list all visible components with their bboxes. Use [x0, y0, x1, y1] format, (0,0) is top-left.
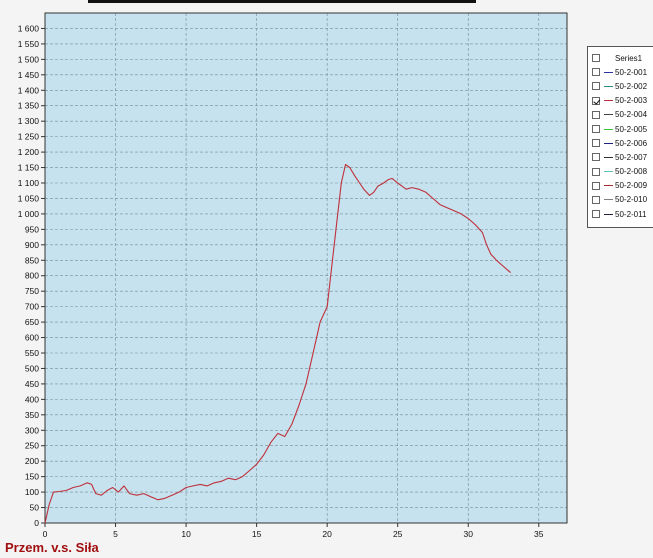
y-tick-label: 1 200 [18, 147, 40, 157]
legend-label: 50-2-007 [615, 152, 648, 162]
y-tick-label: 600 [25, 333, 39, 343]
y-tick-label: 800 [25, 271, 39, 281]
series-line-50-2-003 [44, 163, 511, 524]
legend-label: 50-2-001 [615, 67, 648, 77]
legend-swatch [604, 199, 613, 201]
legend-label: 50-2-008 [615, 167, 648, 177]
legend-swatch [604, 58, 613, 59]
y-tick-label: 850 [25, 255, 39, 265]
x-tick-label: 20 [322, 529, 332, 539]
y-tick-label: 950 [25, 224, 39, 234]
y-tick-label: 1 050 [18, 193, 40, 203]
plot-border [44, 12, 568, 524]
legend-label: 50-2-003 [615, 96, 648, 106]
legend-swatch [604, 185, 613, 187]
legend-item-50-2-001[interactable]: 50-2-001 [588, 65, 653, 79]
y-tick-label: 350 [25, 410, 39, 420]
legend-checkbox[interactable] [592, 110, 600, 119]
y-tick-label: 1 150 [18, 163, 40, 173]
y-tick-label: 1 350 [18, 101, 40, 111]
legend-label: 50-2-006 [615, 138, 648, 148]
y-tick-label: 1 550 [18, 39, 40, 49]
legend-item-series1[interactable]: Series1 [588, 51, 653, 65]
legend-swatch [604, 213, 613, 215]
top-divider-bar [88, 0, 476, 3]
y-tick-label: 1 500 [18, 54, 40, 64]
plot-area [45, 13, 567, 523]
legend-item-50-2-004[interactable]: 50-2-004 [588, 108, 653, 122]
legend-label: 50-2-011 [615, 209, 647, 219]
legend-label: 50-2-004 [615, 110, 648, 120]
chart-legend: Series1 50-2-001 50-2-002 50-2-003 50-2-004 5… [587, 46, 653, 228]
y-tick-label: 0 [34, 518, 39, 528]
y-tick-label: 750 [25, 286, 39, 296]
x-tick-label: 10 [181, 529, 191, 539]
y-tick-label: 500 [25, 363, 39, 373]
y-tick-label: 1 300 [18, 116, 40, 126]
legend-item-50-2-011[interactable]: 50-2-011 [588, 207, 653, 221]
legend-item-50-2-003[interactable]: 50-2-003 [588, 94, 653, 108]
legend-swatch [604, 128, 613, 130]
y-tick-label: 150 [25, 472, 39, 482]
x-tick-label: 0 [43, 529, 48, 539]
legend-swatch [604, 142, 613, 144]
legend-checkbox[interactable] [592, 167, 600, 176]
y-tick-label: 1 100 [18, 178, 40, 188]
y-tick-label: 1 250 [18, 132, 40, 142]
legend-label: 50-2-009 [615, 181, 648, 191]
legend-checkbox[interactable] [592, 82, 600, 91]
y-tick-label: 1 600 [18, 23, 40, 33]
legend-item-50-2-007[interactable]: 50-2-007 [588, 150, 653, 164]
legend-checkbox[interactable] [592, 96, 600, 105]
legend-swatch [604, 156, 613, 158]
legend-label: Series1 [615, 53, 643, 63]
y-tick-label: 1 450 [18, 70, 40, 80]
legend-swatch [604, 114, 613, 116]
x-tick-label: 15 [252, 529, 262, 539]
legend-checkbox[interactable] [592, 54, 600, 63]
chart-footer-title: Przem. v.s. Siła [5, 540, 99, 555]
y-tick-label: 250 [25, 441, 39, 451]
legend-item-50-2-002[interactable]: 50-2-002 [588, 79, 653, 93]
y-tick-label: 900 [25, 240, 39, 250]
x-tick-label: 35 [534, 529, 544, 539]
legend-swatch [604, 71, 613, 73]
y-tick-label: 1 000 [18, 209, 40, 219]
line-chart: 0501001502002503003504004505005506006507… [18, 12, 568, 539]
legend-checkbox[interactable] [592, 153, 600, 162]
x-tick-label: 30 [464, 529, 474, 539]
y-tick-label: 50 [30, 503, 40, 513]
legend-checkbox[interactable] [592, 195, 600, 204]
legend-label: 50-2-005 [615, 124, 648, 134]
x-tick-label: 25 [393, 529, 403, 539]
legend-swatch [604, 85, 613, 87]
legend-item-50-2-006[interactable]: 50-2-006 [588, 136, 653, 150]
legend-checkbox[interactable] [592, 139, 600, 148]
y-tick-label: 650 [25, 317, 39, 327]
y-tick-label: 400 [25, 394, 39, 404]
legend-label: 50-2-002 [615, 81, 648, 91]
y-tick-label: 100 [25, 487, 39, 497]
y-tick-label: 300 [25, 425, 39, 435]
legend-swatch [604, 171, 613, 173]
y-tick-label: 550 [25, 348, 39, 358]
legend-item-50-2-005[interactable]: 50-2-005 [588, 122, 653, 136]
legend-item-50-2-008[interactable]: 50-2-008 [588, 165, 653, 179]
x-tick-label: 5 [113, 529, 118, 539]
legend-item-50-2-010[interactable]: 50-2-010 [588, 193, 653, 207]
legend-item-50-2-009[interactable]: 50-2-009 [588, 179, 653, 193]
y-tick-label: 200 [25, 456, 39, 466]
legend-label: 50-2-010 [615, 195, 648, 205]
y-tick-label: 700 [25, 302, 39, 312]
legend-swatch [604, 100, 613, 102]
legend-checkbox[interactable] [592, 181, 600, 190]
legend-checkbox[interactable] [592, 68, 600, 77]
legend-checkbox[interactable] [592, 210, 600, 219]
y-tick-label: 1 400 [18, 85, 40, 95]
y-tick-label: 450 [25, 379, 39, 389]
legend-checkbox[interactable] [592, 125, 600, 134]
